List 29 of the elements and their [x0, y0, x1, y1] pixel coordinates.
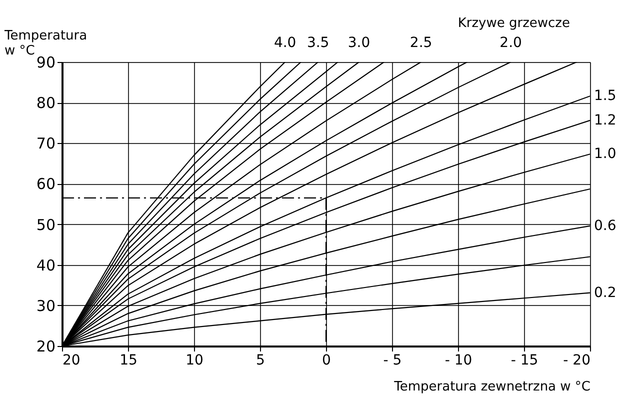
x-tick-label: 10 [186, 352, 204, 368]
x-tick-label: 15 [120, 352, 138, 368]
x-tick-label: - 15 [510, 352, 538, 368]
y-tick-label: 80 [36, 94, 56, 112]
series-label: 0.6 [594, 218, 616, 234]
x-tick-label: - 10 [444, 352, 472, 368]
y-tick-label: 40 [36, 256, 56, 274]
y-tick-label: 20 [36, 338, 56, 356]
series-label: 4.0 [274, 35, 296, 51]
x-tick-label: 0 [322, 352, 331, 368]
series-label: 1.5 [594, 88, 616, 104]
series-label: 2.0 [500, 35, 522, 51]
y-tick-label: 60 [36, 175, 56, 194]
series-label: 3.0 [348, 35, 370, 51]
y-tick-label: 70 [36, 134, 56, 153]
text: Krzywe grzewcze [458, 16, 570, 31]
x-axis-title: Temperatura zewnetrzna w °C [393, 380, 590, 394]
series-label: 3.5 [306, 35, 330, 51]
x-tick-label: 20 [62, 352, 80, 368]
y-tick-label: 50 [36, 216, 56, 234]
x-tick-label: - 5 [383, 352, 402, 368]
series-label: 1.0 [594, 146, 616, 162]
x-tick-label: - 20 [563, 352, 590, 368]
series-label: 2.5 [410, 35, 432, 51]
series-label: 1.2 [594, 112, 616, 128]
y-tick-label: 30 [36, 296, 56, 315]
series-label: 0.2 [594, 284, 616, 301]
y-tick-label: 90 [36, 54, 56, 72]
x-tick-label: 5 [256, 352, 265, 368]
